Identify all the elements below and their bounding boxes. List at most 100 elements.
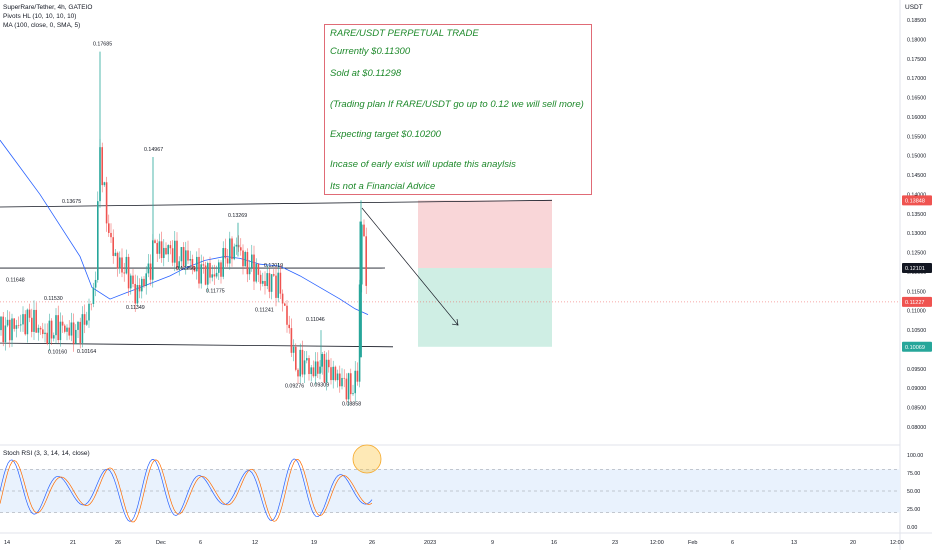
price-badge [902,341,932,352]
candle-body [270,274,273,292]
candle-body [119,257,121,269]
candle-body [356,370,359,382]
candle-body [321,354,323,367]
candle-body [277,272,279,298]
y-tick-label: 0.15500 [907,134,926,140]
price-badge [902,296,932,307]
candle-body [180,247,183,262]
y-tick-label: 0.08500 [907,406,926,412]
candle-body [138,285,141,292]
x-tick-label: 12:00 [650,540,664,546]
x-tick-label: 12:00 [890,540,904,546]
pivot-label: 0.12019 [264,263,283,269]
osc-tick-label: 75.00 [907,471,920,477]
candle-body [284,303,286,306]
candle-body [209,262,211,278]
candle-body [31,317,33,332]
stoch-rsi-title: Stoch RSI (3, 3, 14, 14, close) [3,450,90,457]
candle-body [213,274,216,277]
candle-body [266,273,268,287]
candle-body [323,354,326,383]
candle-body [273,274,275,276]
y-tick-label: 0.18500 [907,18,926,24]
projection-arrow [361,207,459,326]
candle-body [64,325,66,332]
candle-body [339,373,341,387]
candle-body [28,309,31,318]
candle-body [68,327,70,336]
pivot-label: 0.12256 [176,266,195,272]
candle-body [255,263,257,282]
candle-body [341,377,343,387]
candle-body [15,325,18,329]
candle-body [57,315,59,341]
candle-body [264,280,266,287]
candle-body [191,259,194,267]
candle-body [281,293,284,304]
note-line: Incase of early exist will update this a… [330,159,516,170]
trade-note-box: RARE/USDT PERPETUAL TRADE Currently $0.1… [324,24,592,195]
currency-label: USDT [905,4,923,11]
candle-body [116,252,119,269]
note-line: Expecting target $0.10200 [330,129,441,140]
candle-body [66,327,68,332]
candle-body [202,264,205,266]
price-axis[interactable]: 0.18500 0.18000 0.17500 0.17000 0.16500 0.160… [899,0,926,550]
candle-body [222,248,224,277]
x-tick-label: 2023 [424,540,436,546]
x-tick-label: 6 [199,540,202,546]
candle-body [81,314,84,343]
y-tick-label: 0.14500 [907,173,926,179]
candles [0,51,367,407]
y-tick-label: 0.18000 [907,37,926,43]
candle-body [88,303,90,321]
price-badge-label: 0.11227 [905,300,924,306]
candle-body [94,279,97,288]
note-line: Sold at $0.11298 [330,68,402,79]
candle-body [125,256,128,274]
y-tick-label: 0.17000 [907,76,926,82]
price-badge-label: 0.13848 [905,198,925,204]
candle-body [325,359,328,383]
candle-body [6,319,9,326]
candle-body [134,283,136,304]
candle-body [193,266,196,272]
candle-body [242,250,244,267]
x-tick-label: Feb [688,540,697,546]
pivots-indicator-label: Pivots HL (10, 10, 10, 10) [3,13,77,20]
candle-body [182,247,185,267]
candle-body [176,240,178,269]
candle-body [97,201,99,280]
candle-body [127,256,130,289]
candle-body [292,346,295,353]
candle-body [350,373,352,395]
candle-body [141,278,143,292]
ma-indicator-label: MA (100, close, 0, SMA, 5) [3,22,81,29]
candle-body [9,319,11,341]
y-tick-label: 0.15000 [907,154,926,160]
candle-body [352,393,354,395]
candle-body [268,273,271,292]
time-axis[interactable]: 14 21 26 Dec 6 12 19 26 2023 9 16 23 12:00 Feb 6 13 20 12… [0,532,932,546]
candle-body [354,370,356,394]
pivot-labels: 0.17685 0.14967 0.13675 0.13269 0.11648 0.115… [6,42,361,408]
candle-body [174,240,176,263]
candle-body [20,324,22,326]
candle-body [295,346,297,370]
candle-body [86,320,88,325]
candle-body [70,322,73,336]
candle-body [275,275,277,298]
candle-body [334,366,337,381]
candle-body [121,257,123,273]
candle-body [279,272,282,294]
y-tick-label: 0.17500 [907,57,926,63]
pivot-label: 0.11349 [126,305,145,311]
x-tick-label: 19 [311,540,317,546]
candle-body [92,287,95,305]
y-tick-label: 0.11000 [907,309,926,315]
y-tick-label: 0.16000 [907,115,926,121]
candle-body [363,224,365,237]
pivot-label: 0.09276 [285,384,304,390]
pivot-label: 0.11648 [6,278,25,284]
